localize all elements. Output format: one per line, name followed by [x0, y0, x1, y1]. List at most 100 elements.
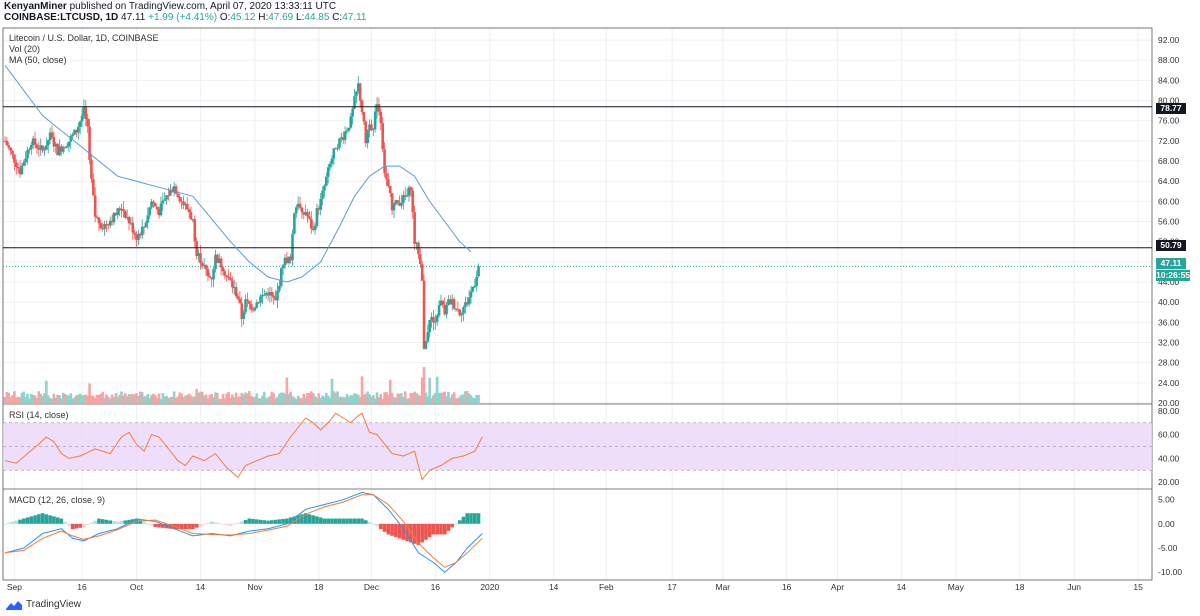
- macd-histogram-bar: [191, 523, 195, 530]
- candle-body: [99, 223, 103, 229]
- volume-bar: [176, 396, 180, 403]
- volume-bar: [347, 396, 351, 403]
- candle-body: [420, 263, 424, 281]
- volume-bar: [325, 392, 328, 403]
- rsi-tick-label: 80.00: [1158, 406, 1180, 416]
- macd-histogram-bar: [221, 523, 225, 525]
- macd-histogram-bar: [446, 523, 451, 531]
- volume-bar: [46, 395, 50, 403]
- volume-bar: [161, 392, 165, 403]
- volume-bar: [223, 398, 227, 403]
- volume-bar: [60, 398, 63, 403]
- candle-body: [169, 189, 172, 196]
- macd-histogram-bar: [97, 518, 101, 524]
- candle-body: [332, 148, 336, 159]
- volume-bar: [309, 391, 313, 403]
- candle-body: [296, 203, 300, 208]
- high-label: H:: [258, 12, 269, 23]
- candle-body: [97, 217, 101, 224]
- volume-bar: [323, 396, 326, 403]
- candle-body: [336, 147, 339, 149]
- macd-histogram-bar: [382, 523, 387, 532]
- volume-bar: [341, 397, 345, 403]
- candle-body: [298, 203, 302, 208]
- candle-body: [122, 208, 125, 212]
- macd-histogram-bar: [6, 522, 11, 524]
- volume-bar: [287, 394, 291, 403]
- volume-bar: [33, 395, 37, 403]
- candle-body: [321, 190, 324, 199]
- volume-bar: [456, 398, 460, 403]
- candle-body: [202, 265, 206, 267]
- rsi-legend[interactable]: RSI (14, close): [9, 410, 69, 420]
- candle-body: [219, 258, 223, 268]
- candle-body: [144, 222, 148, 228]
- macd-histogram-bar: [10, 521, 15, 524]
- macd-histogram-bar: [386, 523, 391, 535]
- rsi-line: [4, 412, 483, 481]
- candle-body: [39, 145, 43, 150]
- volume-bar: [39, 393, 43, 403]
- macd-histogram-bar: [130, 519, 135, 524]
- candle-body: [30, 144, 33, 150]
- candle-body: [86, 118, 89, 127]
- volume-bar: [217, 398, 221, 403]
- macd-histogram-bar: [360, 518, 364, 524]
- volume-bar: [67, 395, 71, 403]
- footer-brand[interactable]: TradingView: [6, 599, 81, 610]
- candle-body: [148, 207, 151, 216]
- candle-body: [120, 208, 123, 211]
- candle-body: [349, 116, 353, 128]
- volume-bar: [212, 397, 215, 403]
- volume-legend[interactable]: Vol (20): [9, 44, 41, 54]
- candle-body: [5, 140, 9, 146]
- volume-bar: [229, 397, 232, 403]
- ma-legend[interactable]: MA (50, close): [9, 55, 67, 65]
- candle-body: [465, 302, 469, 305]
- volume-bar: [56, 394, 59, 403]
- candle-body: [150, 201, 153, 208]
- volume-bar: [197, 392, 200, 403]
- candle-body: [456, 309, 460, 311]
- candle-body: [65, 146, 69, 148]
- volume-bar: [50, 398, 54, 403]
- volume-bar: [387, 394, 390, 403]
- volume-bar: [394, 397, 398, 403]
- volume-bar: [246, 393, 249, 403]
- volume-bar: [208, 394, 212, 403]
- volume-bar: [375, 392, 379, 403]
- volume-bar: [76, 394, 80, 403]
- candle-body: [35, 144, 39, 149]
- candle-body: [26, 150, 29, 159]
- macd-histogram-bar: [82, 523, 86, 528]
- x-tick-label: 14: [897, 582, 907, 592]
- volume-bar: [415, 393, 418, 403]
- volume-bar: [159, 398, 163, 403]
- macd-legend[interactable]: MACD (12, 26, close, 9): [9, 495, 106, 505]
- candle-body: [114, 212, 118, 215]
- candle-body: [242, 312, 245, 319]
- author-name[interactable]: KenyanMiner: [4, 1, 67, 12]
- volume-bar: [274, 398, 277, 403]
- x-tick-label: May: [948, 582, 965, 592]
- volume-bar: [236, 396, 240, 403]
- volume-bar: [356, 394, 360, 403]
- rsi-band: [3, 422, 1152, 471]
- volume-bar: [253, 396, 257, 403]
- candle-body: [123, 211, 127, 218]
- volume-bar: [5, 391, 9, 403]
- volume-bar: [195, 388, 198, 403]
- y-tick-label: 32.00: [1158, 338, 1180, 348]
- volume-bar: [73, 397, 76, 403]
- volume-bar: [120, 391, 123, 403]
- volume-bar: [163, 396, 167, 403]
- candle-body: [355, 91, 358, 97]
- volume-bar: [377, 397, 381, 403]
- candle-body: [161, 200, 165, 204]
- candle-body: [362, 112, 366, 122]
- volume-bar: [71, 398, 74, 403]
- candle-body: [185, 203, 189, 210]
- volume-bar: [432, 395, 435, 403]
- volume-bar: [424, 392, 428, 403]
